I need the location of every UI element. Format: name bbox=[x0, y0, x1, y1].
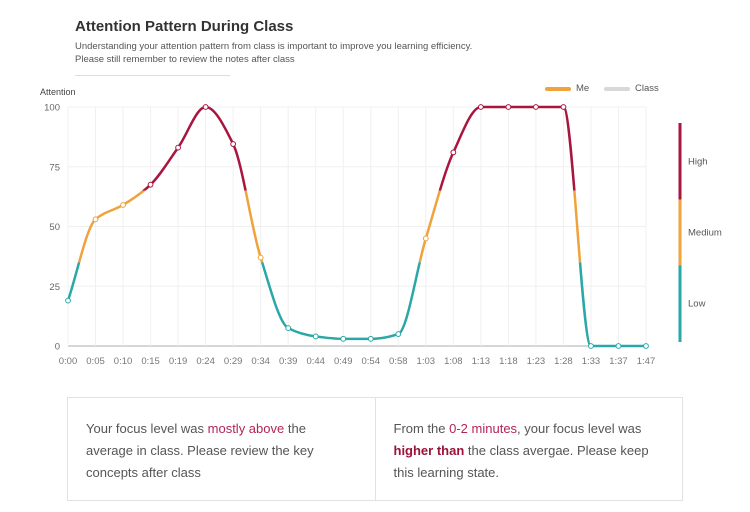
y-tick-label: 0 bbox=[55, 342, 60, 353]
x-tick-label: 1:47 bbox=[637, 356, 656, 367]
y-tick-labels: 0 25 50 75 100 bbox=[44, 103, 60, 353]
x-tick-label: 0:19 bbox=[169, 356, 188, 367]
data-point bbox=[560, 104, 567, 110]
data-point bbox=[202, 104, 209, 110]
data-point bbox=[533, 104, 539, 110]
legend-swatch-me bbox=[545, 86, 571, 91]
x-tick-label: 0:10 bbox=[114, 356, 133, 367]
level-label-medium: Medium bbox=[688, 228, 722, 239]
x-tick-label: 0:49 bbox=[334, 356, 353, 367]
card-text: , your focus level was bbox=[517, 421, 642, 436]
data-point bbox=[643, 343, 649, 349]
series-me-points bbox=[65, 104, 649, 349]
x-tick-label: 0:00 bbox=[59, 356, 78, 367]
x-tick-label: 1:33 bbox=[582, 356, 601, 367]
legend-item-me[interactable]: Me bbox=[545, 83, 589, 94]
x-tick-label: 1:23 bbox=[527, 356, 546, 367]
grid-lines bbox=[67, 106, 647, 347]
x-tick-label: 0:54 bbox=[362, 356, 381, 367]
level-label-high: High bbox=[688, 156, 708, 167]
legend-label-me: Me bbox=[576, 83, 590, 94]
data-point bbox=[120, 202, 126, 208]
data-point bbox=[340, 335, 347, 342]
card-highlight: mostly above bbox=[207, 421, 285, 436]
card-text: the class avergae. Please keep this lear… bbox=[393, 443, 649, 480]
data-point bbox=[505, 104, 512, 110]
data-point bbox=[450, 149, 457, 156]
data-point bbox=[422, 235, 429, 242]
data-point bbox=[312, 333, 319, 340]
x-tick-label: 0:44 bbox=[306, 356, 325, 367]
card-text: From the bbox=[393, 421, 450, 436]
x-tick-label: 0:34 bbox=[251, 356, 270, 367]
data-point bbox=[147, 181, 154, 188]
card-highlight: 0-2 minutes bbox=[449, 421, 518, 436]
x-tick-label: 1:28 bbox=[554, 356, 573, 367]
data-point bbox=[92, 216, 99, 223]
y-axis-label: Attention bbox=[40, 87, 76, 97]
card-text: Your focus level was bbox=[86, 421, 208, 436]
level-bar: High Medium Low bbox=[678, 123, 722, 342]
data-point bbox=[615, 343, 622, 349]
data-point bbox=[588, 343, 594, 349]
x-tick-label: 1:03 bbox=[417, 356, 436, 367]
y-tick-label: 75 bbox=[49, 162, 60, 173]
legend-swatch-class bbox=[604, 86, 630, 91]
x-tick-label: 0:29 bbox=[224, 356, 243, 367]
data-point bbox=[230, 141, 237, 147]
x-tick-label: 0:58 bbox=[389, 356, 408, 367]
x-tick-label: 0:39 bbox=[279, 356, 298, 367]
insight-card-early-focus: From the 0-2 minutes, your focus level w… bbox=[374, 398, 683, 500]
y-tick-label: 25 bbox=[49, 282, 60, 293]
data-point bbox=[65, 297, 71, 304]
x-tick-label: 1:18 bbox=[499, 356, 518, 367]
legend-item-class[interactable]: Class bbox=[604, 83, 659, 94]
card-text: the average in class. Please review the … bbox=[86, 421, 314, 480]
x-tick-label: 1:13 bbox=[472, 356, 491, 367]
data-point bbox=[477, 104, 484, 110]
data-point bbox=[285, 325, 292, 331]
insight-cards: Your focus level was mostly above the av… bbox=[67, 397, 683, 501]
card-highlight: higher than bbox=[393, 443, 465, 458]
page-subtitle: Understanding your attention pattern fro… bbox=[75, 41, 473, 65]
x-tick-label: 0:05 bbox=[86, 356, 105, 367]
legend-label-class: Class bbox=[635, 83, 659, 94]
data-point bbox=[257, 254, 264, 261]
title-divider bbox=[75, 75, 230, 76]
data-point bbox=[395, 331, 402, 337]
x-tick-label: 0:24 bbox=[196, 356, 215, 367]
page-title: Attention Pattern During Class bbox=[75, 18, 294, 35]
data-point bbox=[367, 335, 374, 342]
y-tick-label: 50 bbox=[49, 222, 60, 233]
level-label-low: Low bbox=[688, 299, 706, 310]
insight-card-average: Your focus level was mostly above the av… bbox=[68, 398, 375, 500]
x-tick-label: 0:15 bbox=[141, 356, 160, 367]
x-tick-labels: 0:00 0:05 0:10 0:15 0:19 0:24 0:29 0:34 0:39 0:44… bbox=[59, 356, 656, 367]
x-tick-label: 1:37 bbox=[609, 356, 628, 367]
y-tick-label: 100 bbox=[44, 103, 60, 114]
x-tick-label: 1:08 bbox=[444, 356, 463, 367]
data-point bbox=[175, 144, 181, 151]
